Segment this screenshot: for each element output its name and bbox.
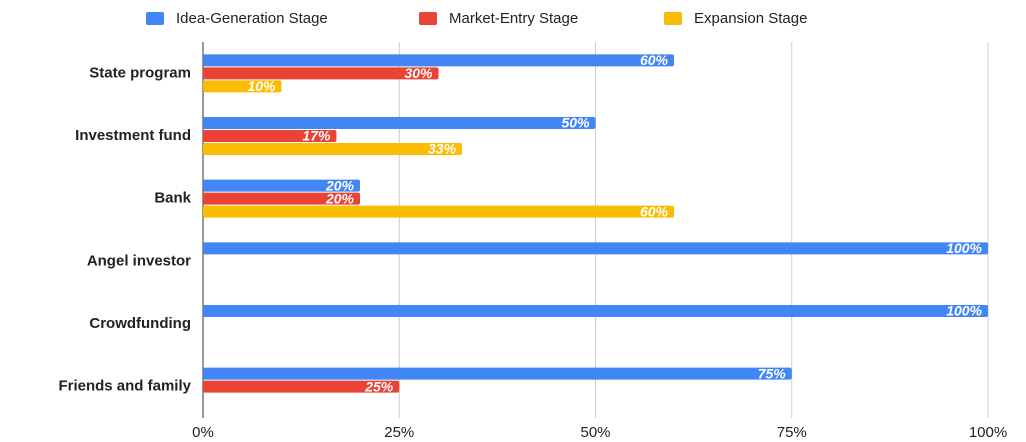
data-label: 60% — [640, 203, 669, 219]
bar — [203, 67, 439, 80]
y-tick-label: Angel investor — [87, 252, 191, 269]
bar — [203, 130, 337, 142]
data-label: 50% — [561, 115, 590, 131]
data-label: 25% — [364, 378, 394, 394]
data-label: 30% — [404, 65, 433, 81]
legend-label: Idea-Generation Stage — [176, 10, 328, 27]
legend-label: Market-Entry Stage — [449, 10, 578, 27]
x-tick-label: 100% — [969, 424, 1007, 441]
bar — [203, 192, 360, 205]
bar — [203, 54, 674, 67]
bar — [203, 179, 360, 192]
data-label: 20% — [325, 190, 355, 206]
x-tick-label: 25% — [384, 424, 414, 441]
x-tick-label: 50% — [580, 424, 610, 441]
bar — [203, 117, 596, 129]
data-label: 20% — [325, 177, 355, 193]
data-label: 75% — [758, 365, 787, 381]
y-tick-label: Friends and family — [58, 378, 191, 395]
x-tick-label: 0% — [192, 424, 214, 441]
legend-swatch — [146, 12, 164, 25]
bar — [203, 380, 400, 393]
y-tick-label: Crowdfunding — [89, 315, 191, 332]
bar — [203, 143, 463, 155]
data-label: 100% — [946, 240, 982, 256]
y-tick-label: State program — [89, 64, 191, 81]
legend-label: Expansion Stage — [694, 10, 807, 27]
y-tick-label: Bank — [154, 190, 191, 207]
x-tick-label: 75% — [777, 424, 807, 441]
data-label: 33% — [428, 141, 457, 157]
legend-swatch — [419, 12, 437, 25]
data-label: 60% — [640, 52, 669, 68]
y-tick-label: Investment fund — [75, 127, 191, 144]
bar — [203, 205, 674, 218]
bar — [203, 242, 988, 255]
bar — [203, 305, 988, 317]
legend-swatch — [664, 12, 682, 25]
bar — [203, 80, 282, 93]
data-label: 100% — [946, 303, 982, 319]
data-label: 10% — [247, 78, 276, 94]
bar — [203, 367, 792, 380]
data-label: 17% — [302, 128, 331, 144]
